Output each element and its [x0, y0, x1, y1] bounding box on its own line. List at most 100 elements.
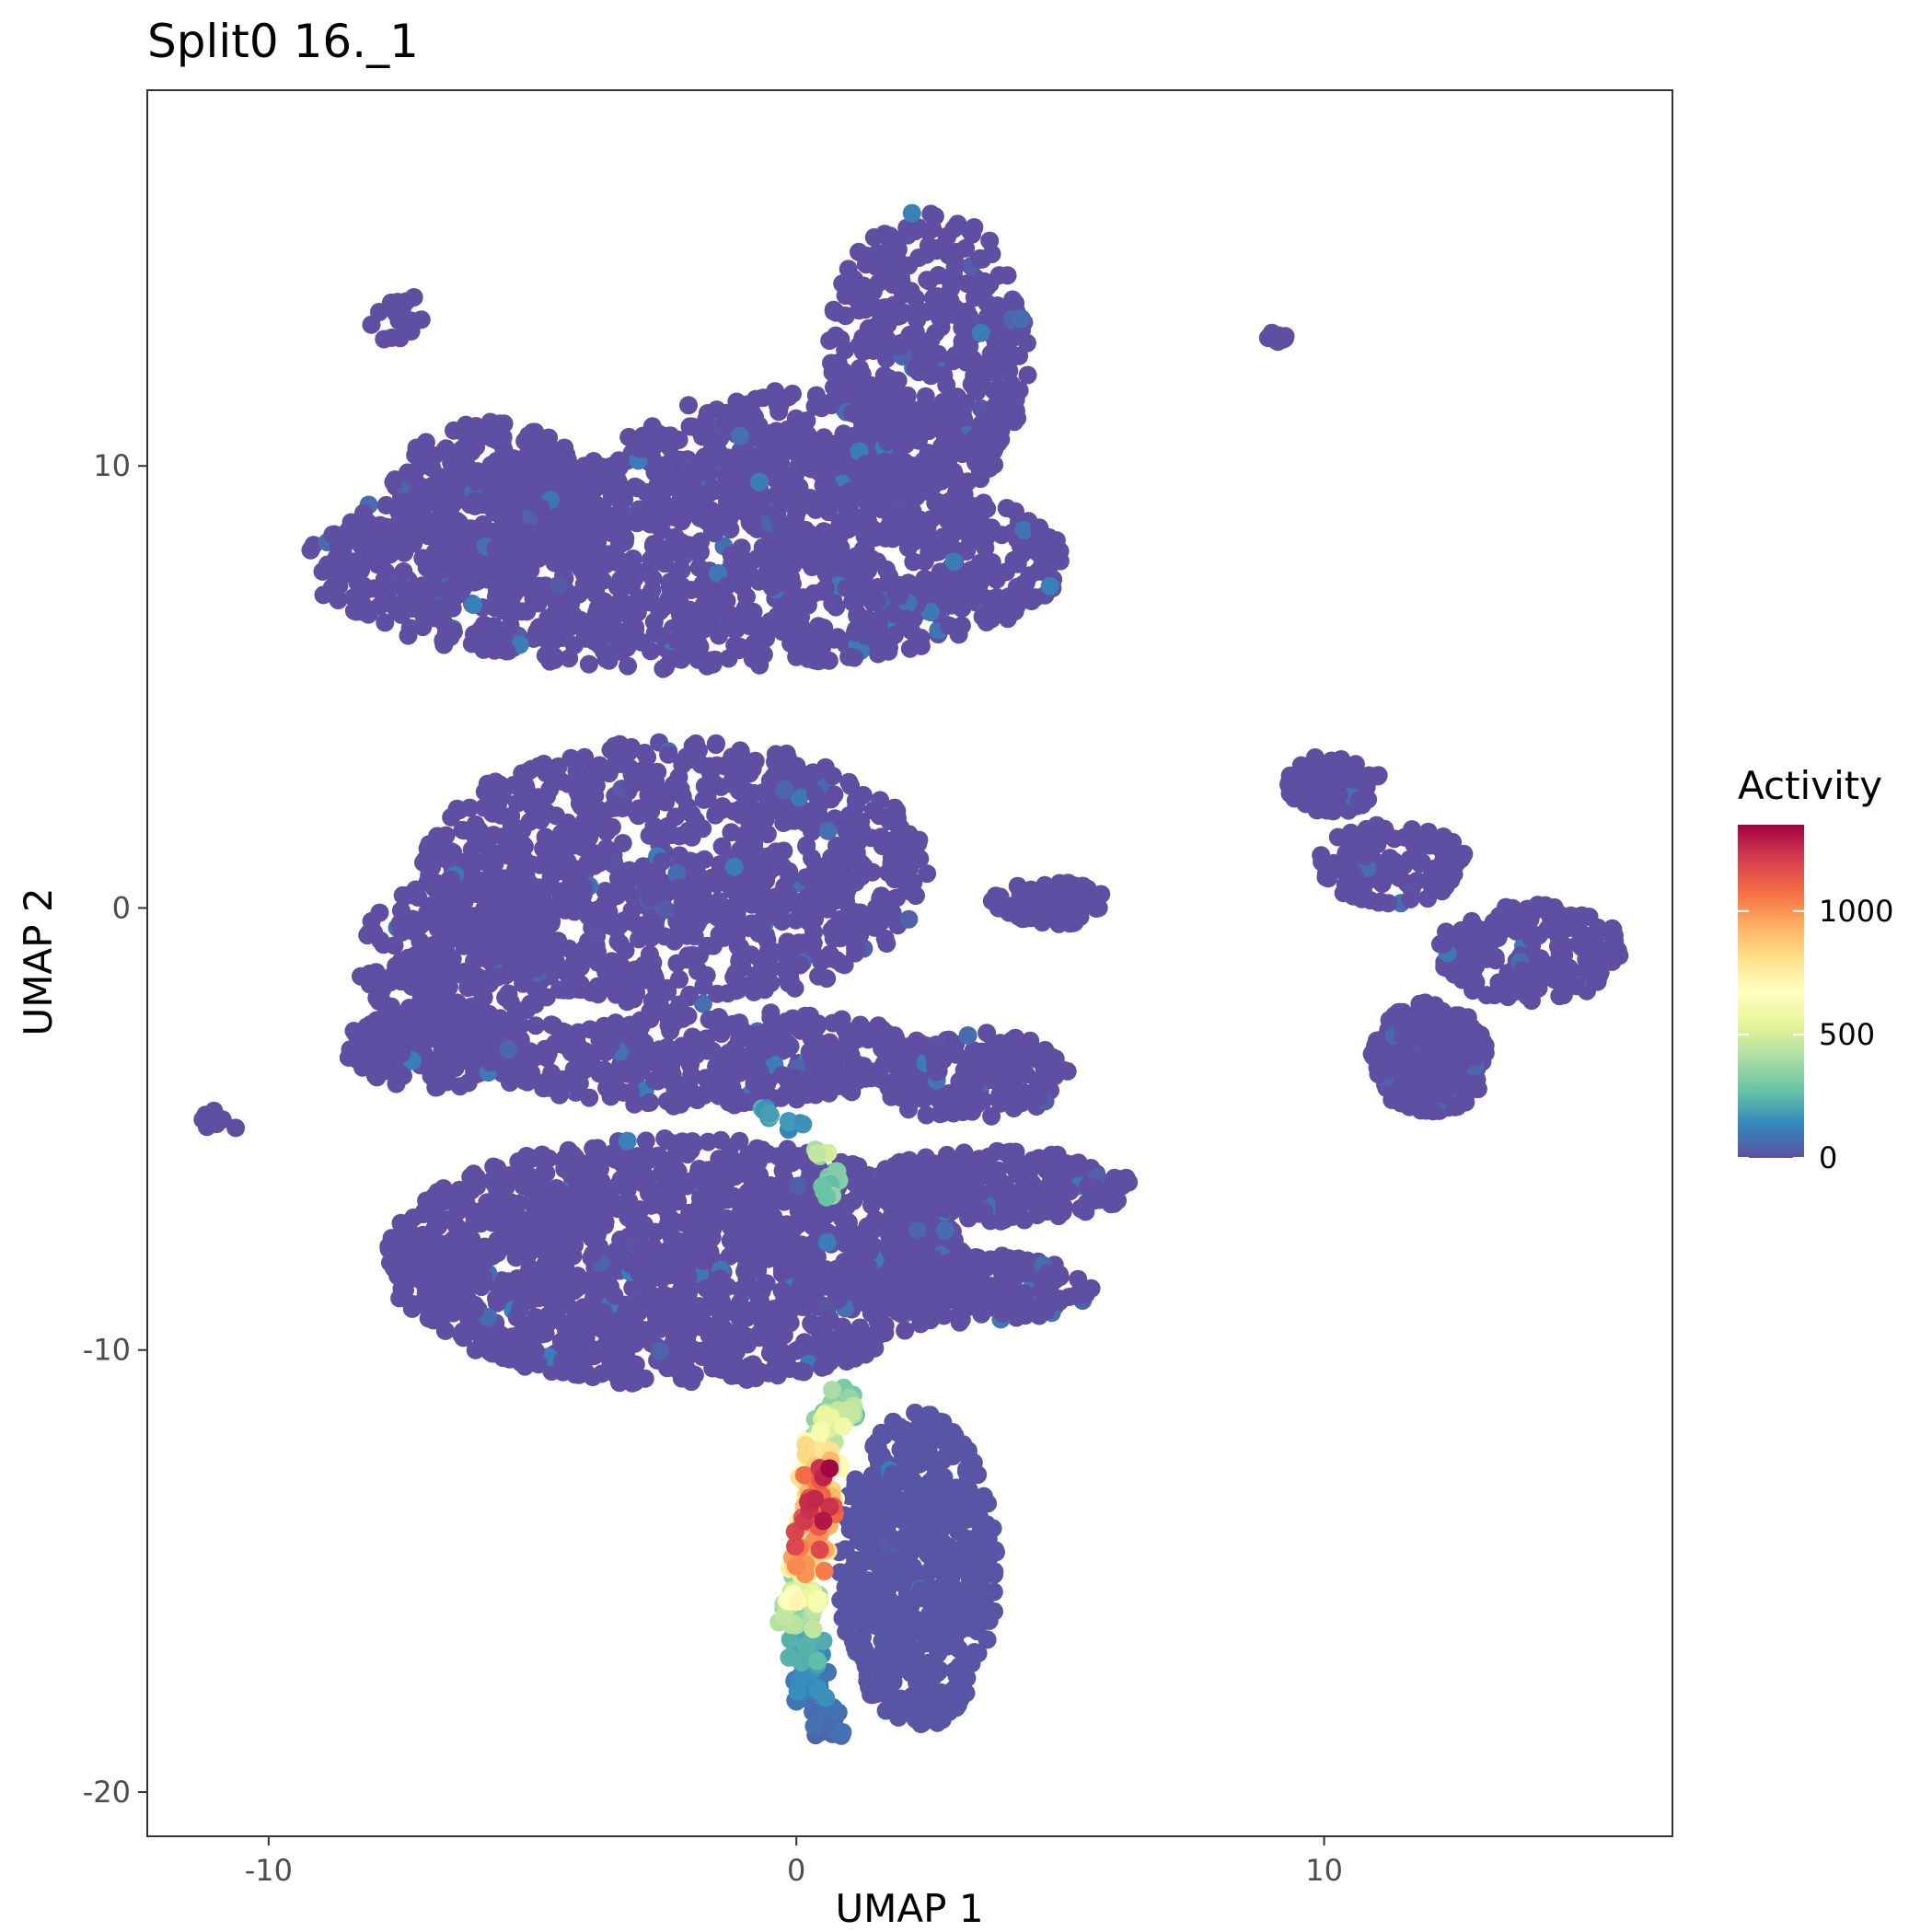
data-point-mid-main	[844, 839, 862, 857]
data-point-top-left-blob	[546, 476, 564, 495]
data-point-top-main	[680, 536, 700, 555]
data-point-top-main	[843, 593, 862, 612]
data-point-top-main	[858, 561, 877, 580]
data-point-mid-left	[510, 934, 529, 954]
data-point-top-main	[885, 626, 904, 644]
data-point-top-main	[730, 641, 748, 660]
data-point-top-left-blob	[506, 484, 526, 503]
data-point-top-main	[615, 515, 633, 535]
data-point-top-main	[380, 545, 399, 564]
data-point-mid-left	[387, 956, 406, 976]
data-point-mid-main	[567, 824, 586, 843]
data-point-top-main	[530, 576, 550, 596]
data-point-top-main	[610, 594, 630, 612]
data-point-top-right-lobe	[828, 353, 848, 373]
data-point-lower-main	[699, 1161, 718, 1180]
data-point-lower-main	[720, 1151, 739, 1171]
data-point-mid-main	[656, 900, 676, 920]
data-point-top-main	[847, 547, 866, 566]
data-point-top-main	[643, 569, 663, 588]
data-point-mid-main	[644, 816, 664, 836]
data-point-mid-main	[571, 957, 590, 977]
data-point-top-main	[602, 624, 621, 643]
data-point-top-main	[513, 602, 532, 621]
data-point-mid-main	[669, 878, 688, 897]
data-point-top-main	[354, 503, 373, 523]
data-point-top-bridge	[715, 448, 735, 468]
data-point-top-main	[926, 543, 945, 562]
data-point-top-right-lobe	[843, 287, 862, 307]
data-point-top-bridge	[767, 422, 786, 441]
data-point-mid-main	[899, 909, 919, 929]
data-point-left-arm	[418, 1002, 437, 1022]
data-point-top-main	[771, 514, 791, 533]
data-point-top-left-blob	[529, 549, 548, 568]
data-point-top-left-blob	[473, 465, 492, 484]
data-point-top-main	[615, 532, 634, 551]
data-point-mid-right-tail	[1022, 880, 1041, 899]
data-point-top-bridge	[834, 424, 853, 444]
data-point-top-main	[982, 596, 1001, 616]
data-point-mid-main	[839, 772, 859, 792]
data-point-top-main	[744, 516, 763, 536]
data-point-top-right-lobe	[850, 359, 869, 378]
data-point-top-main	[924, 584, 943, 604]
data-point-top-right-lobe	[964, 350, 983, 369]
data-point-mid-main	[695, 777, 714, 796]
data-point-top-right-lobe	[980, 231, 1000, 250]
data-point-top-bridge	[938, 469, 957, 488]
data-point-top-main	[920, 603, 940, 621]
data-point-top-left-blob	[484, 498, 503, 517]
data-point-mid-left	[469, 926, 487, 945]
data-point-top-right-lobe	[953, 331, 972, 351]
data-point-top-main	[464, 596, 483, 614]
data-point-top-right-lobe	[868, 244, 887, 263]
data-point-mid-main	[571, 980, 590, 1000]
data-point-left-arm	[353, 1058, 372, 1077]
data-point-top-bridge	[707, 480, 726, 500]
data-point-top-right-lobe	[923, 363, 943, 382]
data-point-mid-left	[362, 911, 381, 931]
data-point-top-main	[735, 598, 755, 618]
data-point-top-main	[961, 522, 980, 541]
data-point-top-main	[661, 582, 680, 601]
data-point-top-bridge	[973, 434, 992, 452]
data-point-top-bridge	[643, 430, 662, 449]
data-point-mid-main	[534, 839, 553, 858]
data-point-top-main	[901, 506, 920, 525]
data-point-mid-main	[588, 953, 607, 972]
data-point-top-right-lobe	[929, 287, 947, 307]
data-point-top-main	[671, 606, 689, 625]
data-point-mid-main	[621, 759, 641, 779]
data-point-mid-main	[640, 945, 659, 964]
data-point-top-left-blob	[540, 438, 560, 457]
data-point-top-main	[717, 576, 736, 596]
data-point-top-right-lobe	[917, 245, 936, 264]
data-point-top-bridge	[697, 410, 716, 429]
data-point-top-main	[839, 647, 859, 666]
data-point-left-arm	[382, 997, 400, 1016]
data-point-mid-main	[825, 918, 844, 937]
data-point-top-main	[442, 621, 461, 641]
data-point-lower-main	[608, 1175, 628, 1195]
data-point-top-right-lobe	[921, 330, 941, 350]
data-point-top-left-blob	[519, 426, 538, 445]
data-point-top-main	[586, 584, 606, 604]
data-point-top-bridge	[746, 407, 764, 426]
data-point-mid-main	[687, 859, 706, 878]
data-point-top-main	[944, 552, 964, 572]
data-point-top-right-lobe	[946, 299, 965, 318]
data-point-top-left-blob	[503, 449, 523, 468]
data-point-top-right-lobe	[908, 303, 927, 321]
data-point-lower-main	[464, 1164, 483, 1184]
data-point-mid-main	[605, 852, 623, 872]
data-point-mid-right-tail	[1003, 896, 1023, 915]
data-point-top-main	[587, 558, 607, 577]
data-point-mid-main	[680, 985, 700, 1004]
scatter-points	[193, 203, 1629, 1745]
data-point-top-main	[377, 517, 397, 537]
data-point-mid-main	[780, 862, 799, 881]
data-point-top-bridge	[727, 392, 746, 411]
data-point-mid-main	[605, 756, 624, 775]
